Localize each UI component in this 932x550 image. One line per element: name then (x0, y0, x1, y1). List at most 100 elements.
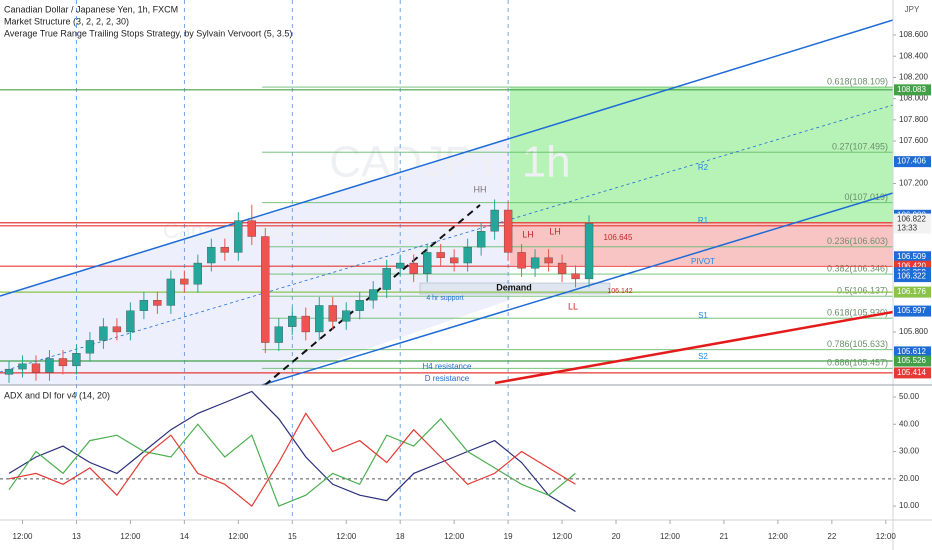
y-tick-label: 107.200 (899, 179, 928, 188)
candle-body (45, 358, 54, 373)
fib-label: 0.236(106.603) (827, 236, 888, 246)
candle-body (463, 246, 472, 264)
price-tag (894, 286, 931, 298)
candle-body (544, 257, 553, 264)
price-tag (894, 156, 931, 168)
candle-body (436, 252, 445, 258)
candle-body (220, 246, 229, 253)
adx-title: ADX and DI for v4 (14, 20) (4, 390, 110, 400)
candle-body (180, 278, 189, 285)
candle-body (234, 220, 243, 253)
fib-label: 0.618(105.930) (827, 308, 888, 318)
chart-title: Canadian Dollar / Japanese Yen, 1h, FXCM (4, 4, 178, 14)
fib-label: 0.618(108.109) (827, 76, 888, 86)
x-tick-label: 13 (72, 532, 81, 541)
candle-body (571, 273, 580, 280)
candle-body (530, 257, 540, 269)
candle-body (557, 262, 567, 274)
pivot-label: R2 (698, 163, 709, 172)
pivot-label: R1 (698, 216, 709, 225)
support-label: 4 hr support (426, 295, 463, 302)
y-tick-label: 10.00 (899, 501, 920, 510)
y-tick-label: 105.800 (899, 327, 928, 336)
lh-label: LH (549, 226, 561, 236)
x-tick-label: 12:00 (444, 532, 465, 541)
price-tag (894, 84, 931, 96)
candle-body (301, 315, 310, 333)
indicator-line (8, 412, 576, 507)
candle-body (503, 209, 513, 253)
candle-body (85, 340, 95, 354)
x-tick-label: 15 (288, 532, 297, 541)
price-tag (894, 305, 931, 317)
candle-body (342, 310, 351, 322)
candle-body (261, 236, 270, 343)
indicator-line (8, 417, 576, 507)
price-tag (894, 367, 931, 379)
y-tick-label: 107.600 (899, 136, 928, 145)
watermark-symbol: CADJPY, 1h (329, 138, 570, 187)
candle-body (517, 252, 526, 269)
price-tag-label: 107.406 (897, 157, 926, 166)
y-tick-label: 108.400 (899, 51, 928, 60)
trend-dash (264, 204, 481, 386)
x-tick-label: 19 (504, 532, 513, 541)
h4-resistance-label: H4 resistance (423, 362, 472, 371)
candle-body (490, 209, 499, 232)
hh-label: HH (474, 184, 487, 194)
x-tick-label: 12:00 (768, 532, 789, 541)
demand-label: Demand (496, 282, 532, 292)
candle-body (153, 300, 162, 306)
price-tag-label: 105.414 (897, 368, 926, 377)
candle-body (193, 262, 202, 285)
lh-label: LH (522, 229, 534, 239)
fib-label: 0.5(106.137) (837, 286, 888, 296)
fib-label: 0.382(106.346) (827, 263, 888, 273)
channel-mid (0, 104, 894, 373)
candle-body (207, 246, 216, 264)
price-note: 106.142 (607, 288, 632, 295)
candle-body (18, 363, 27, 370)
y-tick-label: 50.00 (899, 392, 920, 401)
x-tick-label: 12:00 (660, 532, 681, 541)
target-zone (510, 87, 893, 223)
currency-label: JPY (905, 5, 920, 14)
candle-body (274, 326, 283, 343)
price-tag-label: 106.322 (897, 272, 926, 281)
y-tick-label: 108.200 (899, 73, 928, 82)
pivot-label: S1 (698, 311, 708, 320)
price-tag (894, 355, 931, 367)
candle-body (315, 305, 324, 333)
candle-body (584, 223, 594, 280)
candle-body (58, 358, 68, 367)
y-tick-label: 108.600 (899, 30, 928, 39)
candle-body (139, 300, 149, 311)
price-tag (894, 251, 931, 263)
x-tick-label: 12:00 (228, 532, 249, 541)
candle-body (31, 363, 41, 373)
d-resistance-label: D resistance (425, 374, 470, 383)
candle-body (396, 262, 405, 269)
fib-label: 0(107.019) (844, 192, 888, 202)
price-tag-label: 105.997 (897, 306, 926, 315)
channel-upper (0, 19, 894, 297)
pivot-label: PIVOT (691, 257, 715, 266)
fib-label: 0.27(107.495) (832, 142, 888, 152)
ll-label: LL (568, 301, 578, 311)
candle-body (72, 353, 81, 367)
price-tag-label: 105.612 (897, 347, 926, 356)
y-tick-label: 30.00 (899, 447, 920, 456)
indicator-label: Average True Range Trailing Stops Strate… (4, 28, 292, 38)
fib-label: 0.786(105.633) (827, 339, 888, 349)
x-tick-label: 12:00 (120, 532, 141, 541)
candle-body (328, 305, 337, 322)
candle-body (449, 257, 459, 264)
x-tick-label: 22 (827, 532, 836, 541)
price-note: 106.645 (604, 233, 633, 242)
red-trend (494, 310, 894, 385)
stop-zone (510, 223, 893, 265)
pivot-label: S2 (698, 352, 708, 361)
price-tag-label: 106.509 (897, 252, 926, 261)
y-tick-label: 107.800 (899, 115, 928, 124)
